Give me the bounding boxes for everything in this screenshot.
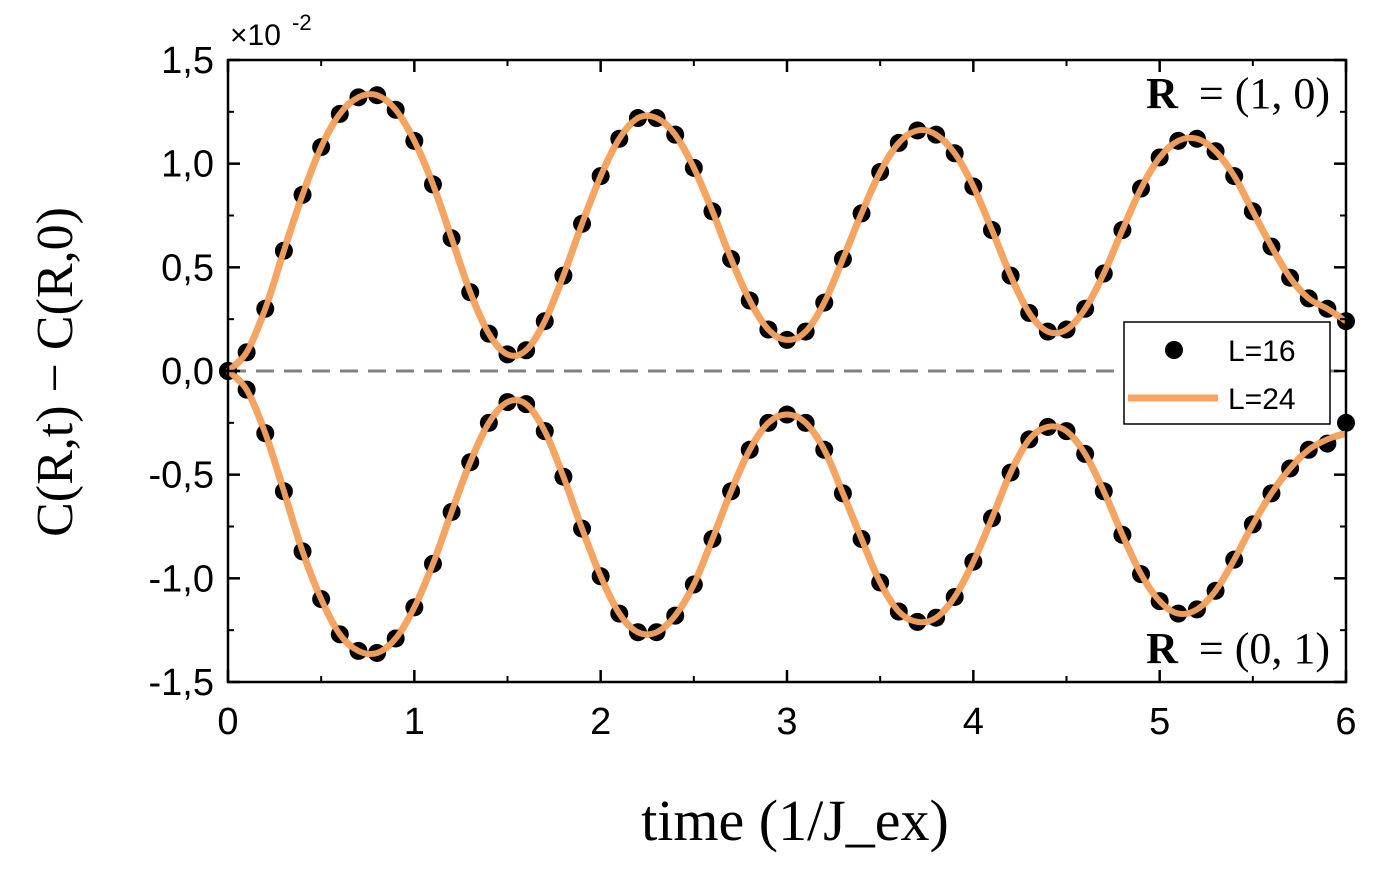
y-axis-label: C(R,t) − C(R,0) (27, 207, 84, 537)
annotation-r-0-1-rest: = (0, 1) (1199, 624, 1330, 673)
x-tick-label: 1 (404, 701, 425, 743)
x-tick-label: 4 (963, 701, 984, 743)
x-tick-label: 3 (776, 701, 797, 743)
legend-label-l16: L=16 (1228, 335, 1296, 368)
series-line-overlay-l24 (225, 368, 1347, 658)
y-tick-label: -1,5 (149, 662, 214, 704)
legend: L=16 L=24 (1123, 321, 1331, 425)
y-tick-label: 0,5 (161, 247, 214, 289)
y-tick-label: -1,0 (149, 558, 214, 600)
tick-layer: 0 1 2 3 4 5 6 1,5 1,0 0,5 0,0 -0,5 -1,0 -1,5 (149, 40, 1357, 743)
annotation-r-0-1: R = (0, 1) (1146, 624, 1330, 673)
series-layer (219, 86, 1355, 662)
legend-box (1123, 321, 1331, 425)
y-tick-label: 1,5 (161, 40, 214, 82)
annotation-r-1-0-rest: = (1, 0) (1199, 69, 1330, 118)
annotation-r-1-0-bold: R (1146, 69, 1179, 118)
series-line-overlay-l24 (225, 91, 1348, 374)
x-tick-label: 5 (1149, 701, 1170, 743)
legend-label-l24: L=24 (1228, 383, 1296, 416)
x-tick-label: 6 (1335, 701, 1356, 743)
legend-marker-l16 (1165, 341, 1183, 359)
y-tick-label: 0,0 (161, 351, 214, 393)
annotation-r-1-0: R = (1, 0) (1146, 69, 1330, 118)
y-scale-multiplier: ×10 (230, 19, 281, 52)
y-tick-label: -0,5 (149, 455, 214, 497)
y-scale-exponent: -2 (292, 10, 312, 35)
x-axis-label: time (1/J_ex) (641, 788, 949, 853)
x-tick-label: 0 (217, 701, 238, 743)
x-tick-label: 2 (590, 701, 611, 743)
y-tick-label: 1,0 (161, 144, 214, 186)
annotation-r-0-1-bold: R (1146, 624, 1179, 673)
